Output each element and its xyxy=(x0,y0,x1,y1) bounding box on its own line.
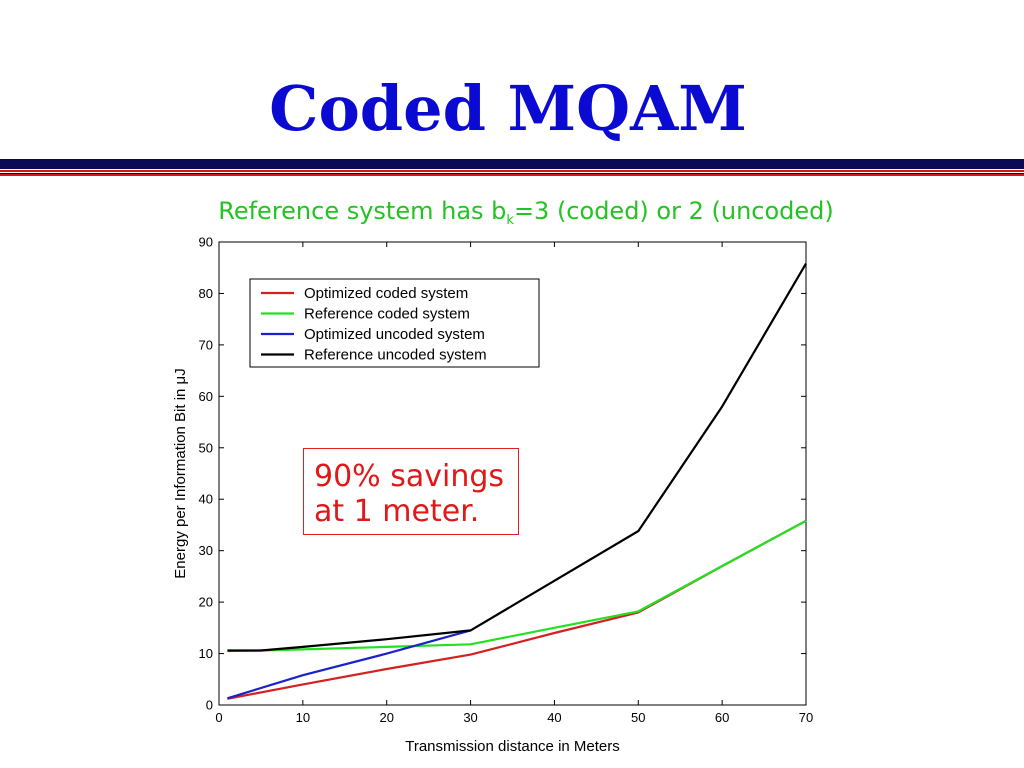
slide-subtitle: Reference system has bk=3 (coded) or 2 (… xyxy=(0,197,1024,228)
y-tick-label: 80 xyxy=(199,286,213,301)
x-tick-label: 40 xyxy=(547,710,561,725)
subtitle-rest: =3 (coded) or 2 (uncoded) xyxy=(513,197,834,225)
legend-label-4: Reference uncoded system xyxy=(304,347,487,364)
series-line-3 xyxy=(227,629,471,700)
x-tick-label: 50 xyxy=(631,710,645,725)
title-rule-navy-thin xyxy=(0,172,1024,174)
callout-line-2: at 1 meter. xyxy=(314,494,480,529)
subtitle-main: Reference system has b xyxy=(218,197,507,225)
slide-title: Coded MQAM xyxy=(269,72,747,145)
savings-callout: 90% savings at 1 meter. xyxy=(303,448,519,535)
legend-label-3: Optimized uncoded system xyxy=(304,326,485,343)
subtitle-subscript: k xyxy=(506,213,514,228)
title-rule-red-bottom xyxy=(0,174,1024,176)
y-tick-label: 20 xyxy=(199,595,213,610)
y-tick-label: 40 xyxy=(199,492,213,507)
legend-label-2: Reference coded system xyxy=(304,306,470,323)
x-tick-label: 20 xyxy=(379,710,393,725)
legend-label-1: Optimized coded system xyxy=(304,285,468,302)
x-tick-label: 30 xyxy=(463,710,477,725)
y-tick-label: 90 xyxy=(199,235,213,250)
x-tick-label: 70 xyxy=(799,710,813,725)
y-tick-label: 0 xyxy=(206,698,213,713)
y-tick-label: 50 xyxy=(199,440,213,455)
y-axis-label: Energy per Information Bit in μJ xyxy=(172,368,189,578)
title-rule-red-top xyxy=(0,170,1024,172)
y-tick-label: 30 xyxy=(199,543,213,558)
callout-line-1: 90% savings xyxy=(314,459,505,494)
legend-box xyxy=(249,278,540,368)
y-tick-label: 60 xyxy=(199,389,213,404)
y-tick-label: 10 xyxy=(199,646,213,661)
x-axis-label: Transmission distance in Meters xyxy=(405,738,620,755)
x-tick-label: 60 xyxy=(715,710,729,725)
series-line-2 xyxy=(227,519,807,653)
x-tick-label: 10 xyxy=(296,710,310,725)
series-line-4 xyxy=(227,263,807,652)
title-rule-navy-thick xyxy=(0,159,1024,169)
x-tick-label: 0 xyxy=(215,710,222,725)
y-tick-label: 70 xyxy=(199,337,213,352)
plot-frame xyxy=(218,241,807,706)
